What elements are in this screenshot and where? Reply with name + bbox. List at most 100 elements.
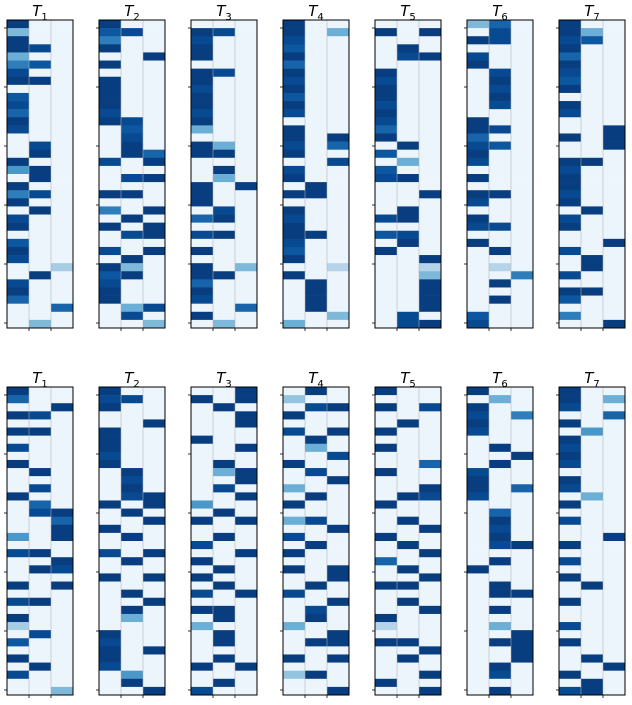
heatmap-cell	[305, 613, 328, 623]
heatmap-cell	[51, 182, 74, 191]
heatmap-cell	[327, 524, 350, 534]
heatmap-cell	[375, 92, 398, 102]
heatmap-cell	[489, 597, 512, 607]
heatmap-cell	[305, 419, 328, 428]
heatmap-cell	[29, 670, 52, 680]
heatmap-cell	[7, 459, 30, 469]
heatmap-cell	[305, 459, 328, 469]
heatmap-cell	[397, 484, 420, 493]
heatmap-cell	[143, 387, 166, 396]
heatmap-cell	[143, 157, 166, 167]
heatmap-cell	[327, 597, 350, 607]
heatmap-cell	[143, 476, 166, 485]
heatmap-cell	[375, 230, 398, 240]
heatmap-cell	[29, 565, 52, 574]
heatmap-cell	[121, 149, 144, 159]
heatmap-cell	[305, 20, 328, 29]
heatmap-cell	[7, 311, 30, 321]
heatmap-cell	[143, 516, 166, 526]
heatmap-cell	[143, 101, 166, 110]
heatmap-cell	[467, 303, 490, 313]
heatmap-cell	[235, 613, 258, 623]
heatmap-cell	[559, 206, 582, 215]
heatmap-cell	[121, 117, 144, 126]
heatmap-cell	[467, 125, 490, 134]
heatmap-cell	[29, 605, 52, 615]
heatmap-cell	[283, 630, 306, 639]
heatmap-cell	[235, 557, 258, 566]
heatmap-cell	[375, 198, 398, 207]
heatmap-cell	[489, 149, 512, 159]
heatmap-cell	[397, 508, 420, 517]
heatmap-cell	[143, 395, 166, 404]
heatmap-cell	[603, 141, 626, 150]
heatmap-cell	[235, 319, 258, 329]
heatmap-cell	[99, 182, 122, 191]
heatmap-cell	[283, 165, 306, 175]
heatmap-cell	[581, 311, 604, 321]
heatmap-cell	[99, 565, 122, 574]
heatmap-cell	[467, 403, 490, 412]
heatmap-cell	[99, 549, 122, 558]
heatmap-cell	[511, 557, 534, 566]
heatmap-cell	[489, 117, 512, 126]
heatmap-cell	[29, 622, 52, 631]
heatmap-cell	[603, 678, 626, 688]
heatmap-cell	[581, 573, 604, 582]
heatmap-cell	[99, 419, 122, 428]
heatmap-cell	[29, 597, 52, 607]
heatmap-cell	[581, 84, 604, 94]
heatmap-cell	[467, 678, 490, 688]
heatmap-cell	[581, 76, 604, 86]
heatmap-cell	[419, 516, 442, 526]
heatmap-cell	[327, 287, 350, 296]
heatmap-cell	[305, 230, 328, 240]
heatmap-cell	[397, 524, 420, 534]
heatmap-cell	[143, 630, 166, 639]
heatmap-cell	[143, 190, 166, 199]
heatmap-cell	[51, 68, 74, 78]
heatmap-cell	[283, 36, 306, 45]
heatmap-cell	[327, 419, 350, 428]
heatmap-cell	[467, 670, 490, 680]
heatmap-cell	[419, 451, 442, 461]
heatmap-cell	[559, 484, 582, 493]
heatmap-cell	[7, 214, 30, 223]
heatmap-cell	[559, 532, 582, 542]
heatmap-cell	[213, 133, 236, 142]
heatmap-cell	[121, 255, 144, 264]
heatmap-cell	[581, 686, 604, 696]
heatmap-cell	[235, 589, 258, 599]
heatmap-cell	[121, 60, 144, 69]
heatmap-cell	[213, 279, 236, 288]
heatmap-cell	[489, 524, 512, 534]
heatmap-cell	[375, 222, 398, 232]
heatmap-cell	[191, 198, 214, 207]
heatmap-cell	[283, 459, 306, 469]
heatmap-cell	[99, 581, 122, 590]
heatmap-cell	[397, 670, 420, 680]
heatmap-cell	[235, 630, 258, 639]
heatmap-cell	[603, 387, 626, 396]
heatmap-cell	[375, 403, 398, 412]
heatmap-cell	[581, 622, 604, 631]
heatmap-cell	[305, 557, 328, 566]
heatmap-cell	[99, 222, 122, 232]
heatmap-cell	[327, 573, 350, 582]
heatmap-cell	[235, 670, 258, 680]
heatmap-cell	[419, 678, 442, 688]
heatmap-cell	[581, 605, 604, 615]
heatmap-cell	[143, 613, 166, 623]
heatmap-panel: T4	[280, 2, 350, 331]
heatmap-cell	[559, 60, 582, 69]
heatmap-cell	[559, 686, 582, 696]
heatmap-cell	[559, 303, 582, 313]
heatmap-cell	[327, 263, 350, 272]
heatmap-cell	[375, 263, 398, 272]
heatmap-cell	[397, 214, 420, 223]
heatmap-cell	[581, 387, 604, 396]
heatmap-cell	[581, 28, 604, 37]
heatmap-cell	[327, 255, 350, 264]
heatmap-cell	[7, 427, 30, 436]
heatmap-cell	[559, 44, 582, 53]
